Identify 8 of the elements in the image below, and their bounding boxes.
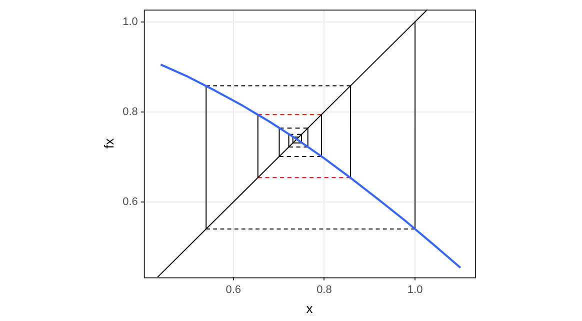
x-tick-label: 0.6 xyxy=(226,284,242,296)
x-tick-label: 0.8 xyxy=(316,284,332,296)
y-tick-label: 0.6 xyxy=(122,196,138,208)
x-tick-label: 1.0 xyxy=(407,284,423,296)
x-axis-title: x xyxy=(306,300,314,316)
y-axis-title: fx xyxy=(101,138,116,148)
y-tick-label: 0.8 xyxy=(122,106,138,118)
y-tick-label: 1.0 xyxy=(122,16,138,28)
